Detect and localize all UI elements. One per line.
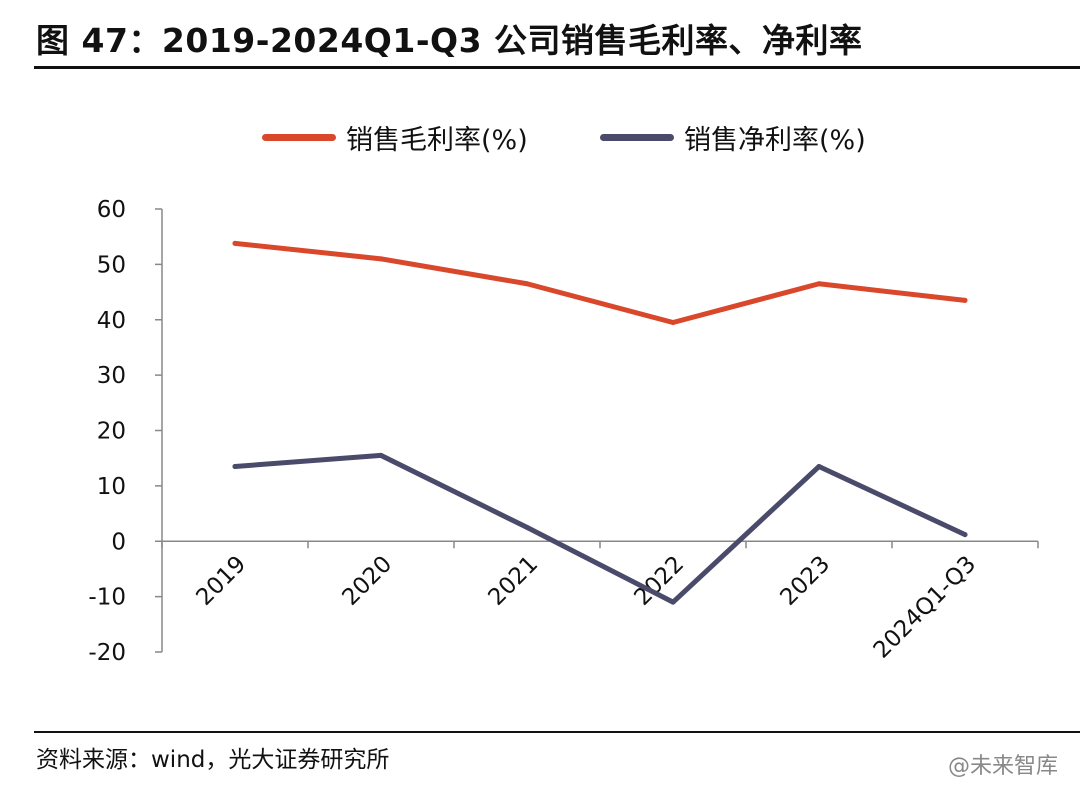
legend-swatch-net-margin: [600, 134, 674, 141]
data-point-gross-margin: [232, 240, 238, 246]
data-point-net-margin: [816, 463, 822, 469]
y-tick-label: 60: [97, 197, 126, 223]
y-tick-label: 50: [97, 252, 126, 278]
y-tick-label: 40: [97, 308, 126, 334]
x-tick-label: 2023: [775, 551, 835, 611]
watermark: @未来智库: [947, 754, 1058, 779]
x-tick-label: 2019: [191, 551, 251, 611]
footer-rule: [34, 731, 1080, 733]
data-point-net-margin: [232, 463, 238, 469]
series-line-gross-margin: [232, 240, 968, 326]
data-point-net-margin: [670, 599, 676, 605]
chart-title: 图 47：2019-2024Q1-Q3 公司销售毛利率、净利率: [36, 21, 863, 60]
x-tick-label: 2024Q1-Q3: [869, 551, 982, 664]
x-tick-label: 2021: [483, 551, 543, 611]
x-tick-label: 2020: [337, 551, 397, 611]
data-point-gross-margin: [378, 256, 384, 262]
source-note: 资料来源：wind，光大证券研究所: [36, 747, 390, 773]
y-tick-label: 30: [97, 363, 126, 389]
legend-swatch-gross-margin: [262, 134, 336, 141]
series-line-net-margin: [232, 452, 968, 605]
x-tick-label: 2022: [629, 551, 689, 611]
data-point-gross-margin: [524, 281, 530, 287]
data-point-net-margin: [524, 524, 530, 530]
legend-label-gross-margin: 销售毛利率(%): [346, 125, 528, 156]
legend-item-gross-margin: 销售毛利率(%): [262, 118, 528, 157]
data-point-gross-margin: [962, 297, 968, 303]
data-point-gross-margin: [816, 281, 822, 287]
data-point-net-margin: [962, 532, 968, 538]
data-point-gross-margin: [670, 320, 676, 326]
y-tick-label: -10: [88, 585, 126, 611]
legend-label-net-margin: 销售净利率(%): [684, 125, 866, 156]
y-tick-label: 10: [97, 474, 126, 500]
legend-item-net-margin: 销售净利率(%): [600, 118, 866, 157]
data-point-net-margin: [378, 452, 384, 458]
y-tick-label: 20: [97, 419, 126, 445]
legend: 销售毛利率(%) 销售净利率(%): [0, 118, 1080, 158]
title-rule: [34, 66, 1080, 69]
y-tick-label: -20: [88, 640, 126, 666]
y-tick-label: 0: [111, 529, 126, 555]
